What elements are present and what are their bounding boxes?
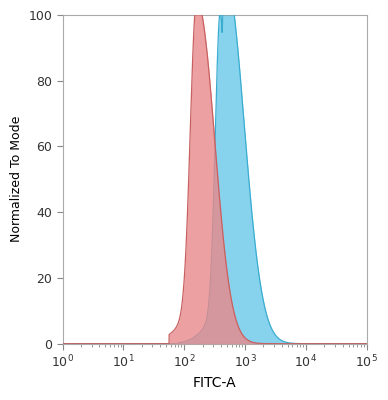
Y-axis label: Normalized To Mode: Normalized To Mode bbox=[10, 116, 23, 242]
X-axis label: FITC-A: FITC-A bbox=[193, 376, 237, 390]
